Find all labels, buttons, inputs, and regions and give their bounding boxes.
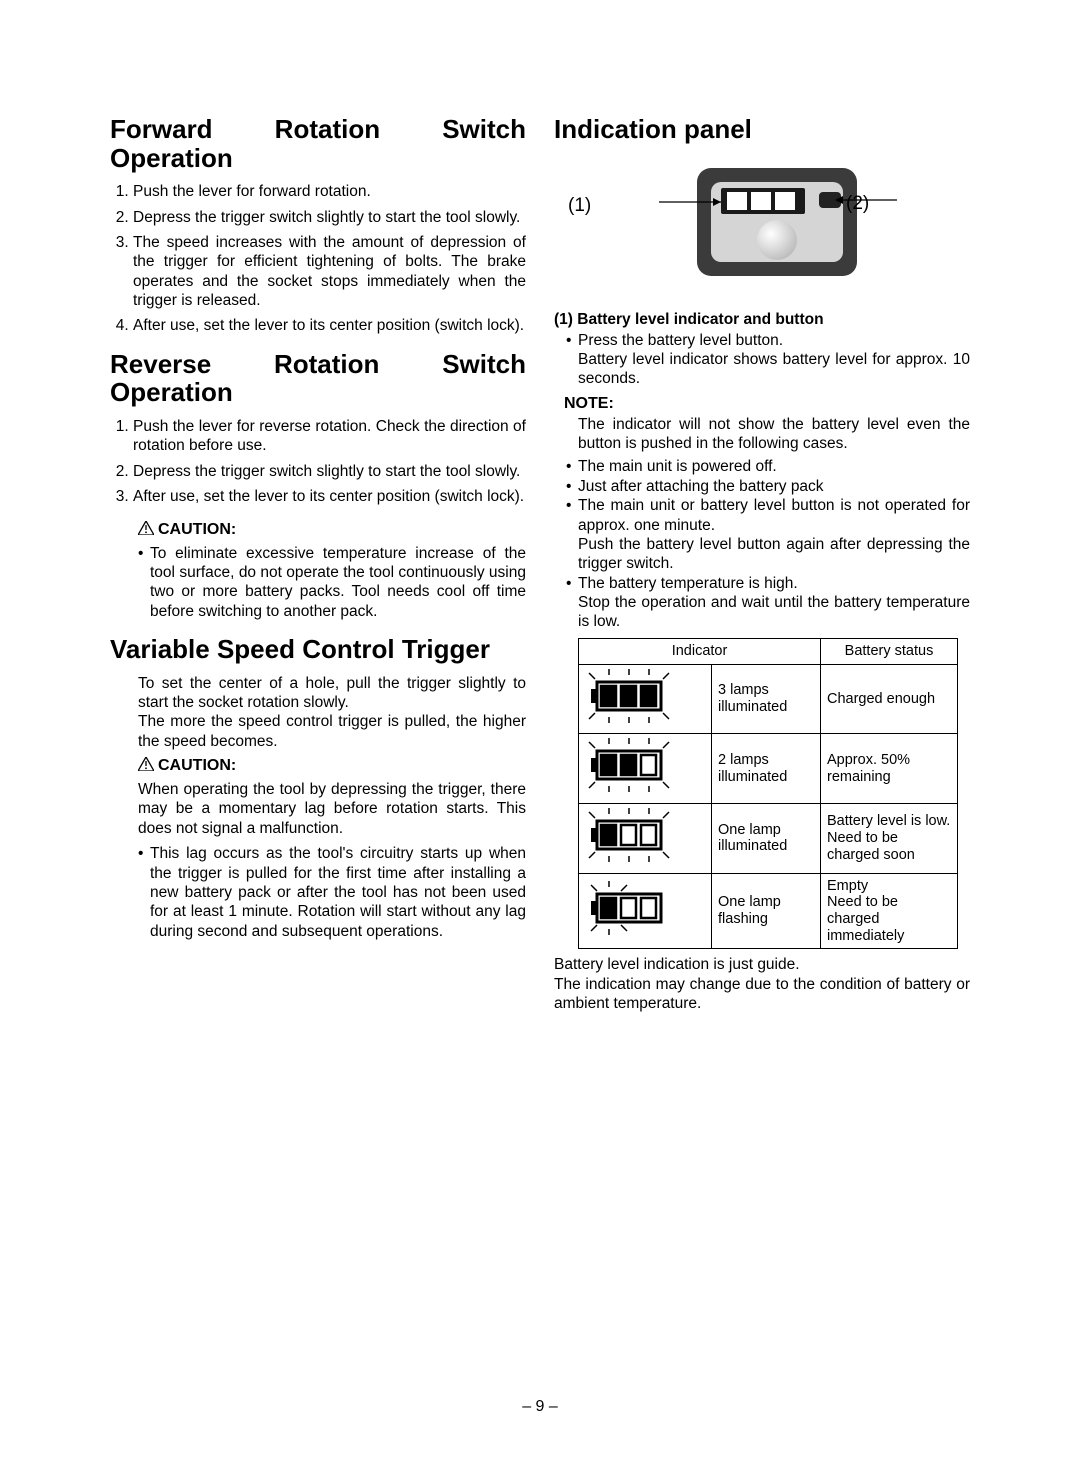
col-status: Battery status [821, 638, 958, 664]
list-item: Just after attaching the battery pack [578, 477, 970, 496]
heading-indication-panel: Indication panel [554, 115, 970, 144]
list-item: The battery temperature is high. Stop th… [578, 574, 970, 632]
note-heading: NOTE: [564, 395, 970, 413]
caution-label: CAUTION: [158, 757, 236, 774]
table-row: One lamp illuminated Battery level is lo… [579, 803, 958, 873]
list-item: The main unit or battery level button is… [578, 496, 970, 574]
list-item: After use, set the lever to its center p… [133, 316, 526, 335]
caution-label: CAUTION: [158, 521, 236, 538]
col-indicator: Indicator [579, 638, 821, 664]
battery-button-bullets: Press the battery level button. Battery … [554, 331, 970, 389]
table-header-row: Indicator Battery status [579, 638, 958, 664]
subheading-battery-indicator: (1) Battery level indicator and button [554, 311, 970, 329]
caution-bullets: To eliminate excessive temperature incre… [110, 544, 526, 622]
list-item: Push the lever for forward rotation. [133, 182, 526, 201]
status-cell: Empty Need to be charged immediately [821, 873, 958, 949]
status-cell: Battery level is low. Need to be charged… [821, 803, 958, 873]
callout-2: (2) [846, 193, 869, 215]
indicator-icon-cell [579, 734, 712, 804]
caution-bullets: This lag occurs as the tool's circuitry … [110, 844, 526, 941]
caution-paragraph: When operating the tool by depressing th… [138, 780, 526, 838]
list-item: This lag occurs as the tool's circuitry … [150, 844, 526, 941]
battery-status-table: Indicator Battery status 3 lamps illumin… [578, 638, 958, 949]
table-row: 2 lamps illuminated Approx. 50% remainin… [579, 734, 958, 804]
list-item: Push the lever for reverse rotation. Che… [133, 417, 526, 456]
lamps-cell: One lamp flashing [712, 873, 821, 949]
list-item: Press the battery level button. Battery … [578, 331, 970, 389]
lamps-cell: 3 lamps illuminated [712, 664, 821, 734]
warning-triangle-icon [138, 757, 154, 776]
two-column-layout: Forward Rotation Switch Operation Push t… [110, 115, 970, 1013]
list-item: Depress the trigger switch slightly to s… [133, 462, 526, 481]
caution-heading: CAUTION: [138, 521, 526, 540]
warning-triangle-icon [138, 521, 154, 540]
manual-page: Forward Rotation Switch Operation Push t… [0, 0, 1080, 1464]
status-cell: Approx. 50% remaining [821, 734, 958, 804]
indication-panel-figure: (1) (2) [554, 158, 970, 293]
right-column: Indication panel [554, 115, 970, 1013]
list-item: Depress the trigger switch slightly to s… [133, 208, 526, 227]
list-item: The speed increases with the amount of d… [133, 233, 526, 311]
forward-steps-list: Push the lever for forward rotation. Dep… [110, 182, 526, 336]
indicator-icon-cell [579, 803, 712, 873]
trigger-paragraph: To set the center of a hole, pull the tr… [138, 674, 526, 752]
note-bullets: The main unit is powered off. Just after… [554, 457, 970, 631]
heading-forward-rotation: Forward Rotation Switch Operation [110, 115, 526, 172]
status-cell: Charged enough [821, 664, 958, 734]
note-paragraph: The indicator will not show the battery … [578, 415, 970, 454]
table-row: One lamp flashing Empty Need to be charg… [579, 873, 958, 949]
caution-heading: CAUTION: [138, 757, 526, 776]
list-item: The main unit is powered off. [578, 457, 970, 476]
lamps-cell: One lamp illuminated [712, 803, 821, 873]
left-column: Forward Rotation Switch Operation Push t… [110, 115, 526, 1013]
list-item: To eliminate excessive temperature incre… [150, 544, 526, 622]
list-item: After use, set the lever to its center p… [133, 487, 526, 506]
indicator-icon-cell [579, 664, 712, 734]
post-table-note: Battery level indication is just guide. … [554, 955, 970, 1013]
lamps-cell: 2 lamps illuminated [712, 734, 821, 804]
heading-variable-speed: Variable Speed Control Trigger [110, 635, 526, 664]
page-number: – 9 – [0, 1398, 1080, 1416]
heading-reverse-rotation: Reverse Rotation Switch Operation [110, 350, 526, 407]
table-row: 3 lamps illuminated Charged enough [579, 664, 958, 734]
callout-1: (1) [568, 195, 591, 217]
reverse-steps-list: Push the lever for reverse rotation. Che… [110, 417, 526, 507]
indicator-icon-cell [579, 873, 712, 949]
